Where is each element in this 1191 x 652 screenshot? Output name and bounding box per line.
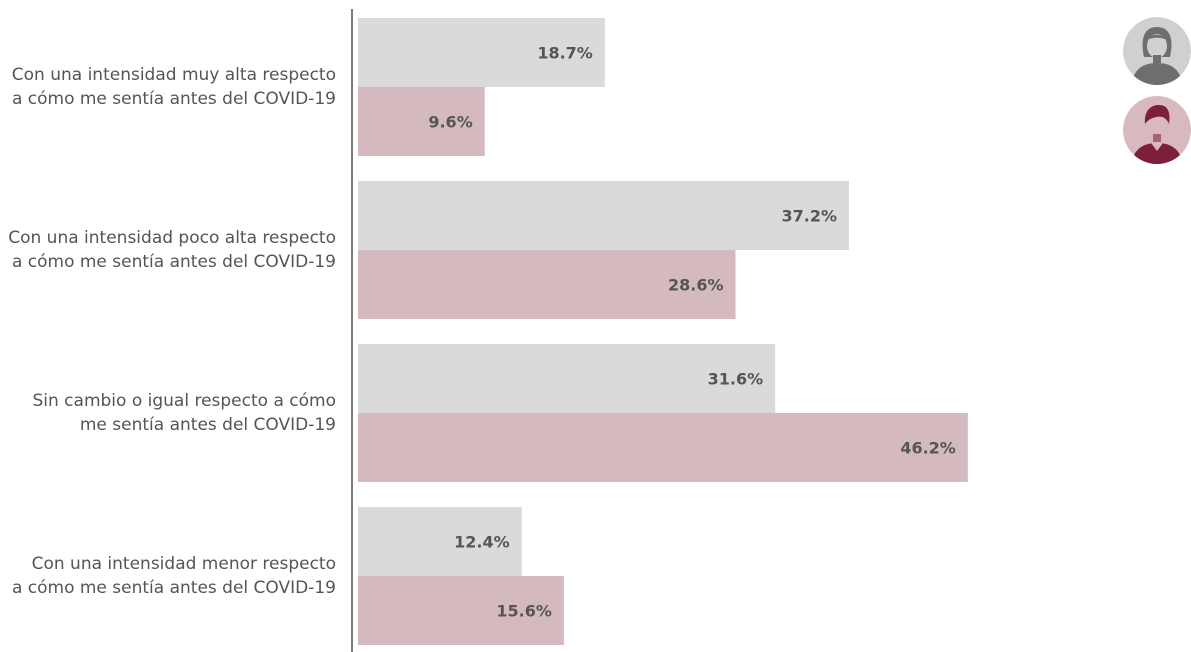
bar-men — [358, 250, 736, 319]
value-label: 12.4% — [454, 533, 510, 552]
man-avatar-icon — [1123, 96, 1191, 164]
category-label: Con una intensidad poco alta respecto a … — [8, 228, 336, 272]
bar-women — [358, 507, 522, 576]
category-label: Con una intensidad menor respecto a cómo… — [11, 554, 336, 598]
value-label: 9.6% — [428, 113, 472, 132]
value-label: 15.6% — [496, 602, 552, 621]
value-label: 37.2% — [782, 207, 838, 226]
woman-avatar-icon — [1123, 17, 1191, 85]
bar-men — [358, 413, 968, 482]
value-label: 18.7% — [537, 44, 593, 63]
y-axis-line — [351, 9, 353, 652]
bar-women — [358, 181, 850, 250]
bar-women — [358, 18, 605, 87]
value-label: 28.6% — [668, 276, 724, 295]
bar-men — [358, 87, 485, 156]
category-label: Con una intensidad muy alta respecto a c… — [11, 65, 336, 109]
value-label: 46.2% — [900, 439, 956, 458]
bar-women — [358, 344, 776, 413]
bar-men — [358, 576, 564, 645]
value-label: 31.6% — [708, 370, 764, 389]
category-label: Sin cambio o igual respecto a cómo me se… — [32, 391, 336, 435]
